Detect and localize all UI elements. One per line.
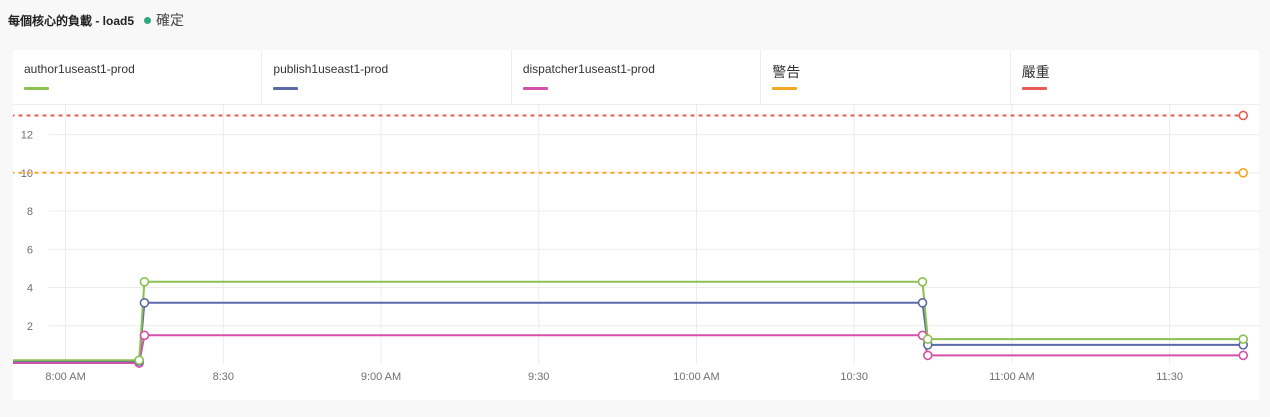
y-tick-label: 12 — [21, 130, 33, 142]
chart-header: 每個核心的負載 - load5 確定 — [8, 8, 184, 32]
y-tick-label: 4 — [27, 283, 33, 295]
legend-item-critical[interactable]: 嚴重 — [1011, 50, 1259, 104]
legend-label: author1useast1-prod — [24, 62, 135, 76]
legend-item-warning[interactable]: 警告 — [761, 50, 1011, 104]
status-dot-icon — [144, 16, 152, 24]
x-tick-label: 8:00 AM — [45, 371, 85, 383]
data-point — [922, 334, 933, 344]
legend-swatch — [772, 87, 798, 90]
legend-label: publish1useast1-prod — [273, 62, 389, 76]
data-point — [917, 298, 928, 308]
series-line-2 — [13, 334, 1244, 364]
data-point — [922, 350, 933, 361]
x-tick-label: 10:30 — [840, 371, 868, 383]
legend-label: 嚴重 — [1021, 64, 1050, 80]
legend-swatch — [273, 87, 299, 90]
x-tick-label: 8:30 — [213, 371, 234, 383]
series-line-0 — [13, 280, 1244, 362]
y-tick-label: 10 — [21, 168, 33, 180]
data-point — [139, 330, 150, 341]
chart-card: author1useast1-prod publish1useast1-prod… — [13, 50, 1259, 400]
status-label: 確定 — [156, 12, 185, 28]
data-point — [917, 276, 928, 287]
chart-title: 每個核心的負載 - load5 — [8, 13, 135, 28]
legend-swatch — [522, 87, 548, 90]
x-tick-label: 9:30 — [528, 371, 549, 383]
legend-item-dispatcher[interactable]: dispatcher1useast1-prod — [512, 50, 762, 104]
legend-item-author[interactable]: author1useast1-prod — [13, 50, 263, 104]
y-tick-label: 2 — [27, 321, 33, 333]
data-point — [134, 355, 144, 365]
y-tick-label: 8 — [27, 206, 33, 218]
data-point — [139, 298, 150, 308]
line-chart: 2 4 6 8 10 12 8:00 AM 8:30 9:00 AM 9:30 10:00 AM 10… — [13, 104, 1259, 383]
x-tick-label: 11:30 — [1156, 371, 1183, 383]
data-point — [1238, 168, 1249, 178]
data-point — [1238, 110, 1249, 121]
x-tick-label: 9:00 AM — [361, 371, 401, 383]
y-tick-label: 6 — [27, 244, 33, 256]
data-point — [1238, 350, 1249, 361]
legend-item-publish[interactable]: publish1useast1-prod — [262, 50, 512, 104]
chart-legend: author1useast1-prod publish1useast1-prod… — [13, 50, 1259, 105]
legend-swatch — [1021, 87, 1047, 90]
data-point — [1238, 334, 1249, 344]
legend-label: 警告 — [772, 64, 801, 80]
x-tick-label: 11:00 AM — [989, 371, 1035, 383]
x-tick-label: 10:00 AM — [673, 371, 719, 383]
data-point — [139, 276, 150, 287]
series-line-1 — [13, 301, 1244, 363]
legend-swatch — [24, 87, 49, 90]
legend-label: dispatcher1useast1-prod — [522, 62, 655, 76]
status-indicator: 確定 — [144, 10, 184, 30]
